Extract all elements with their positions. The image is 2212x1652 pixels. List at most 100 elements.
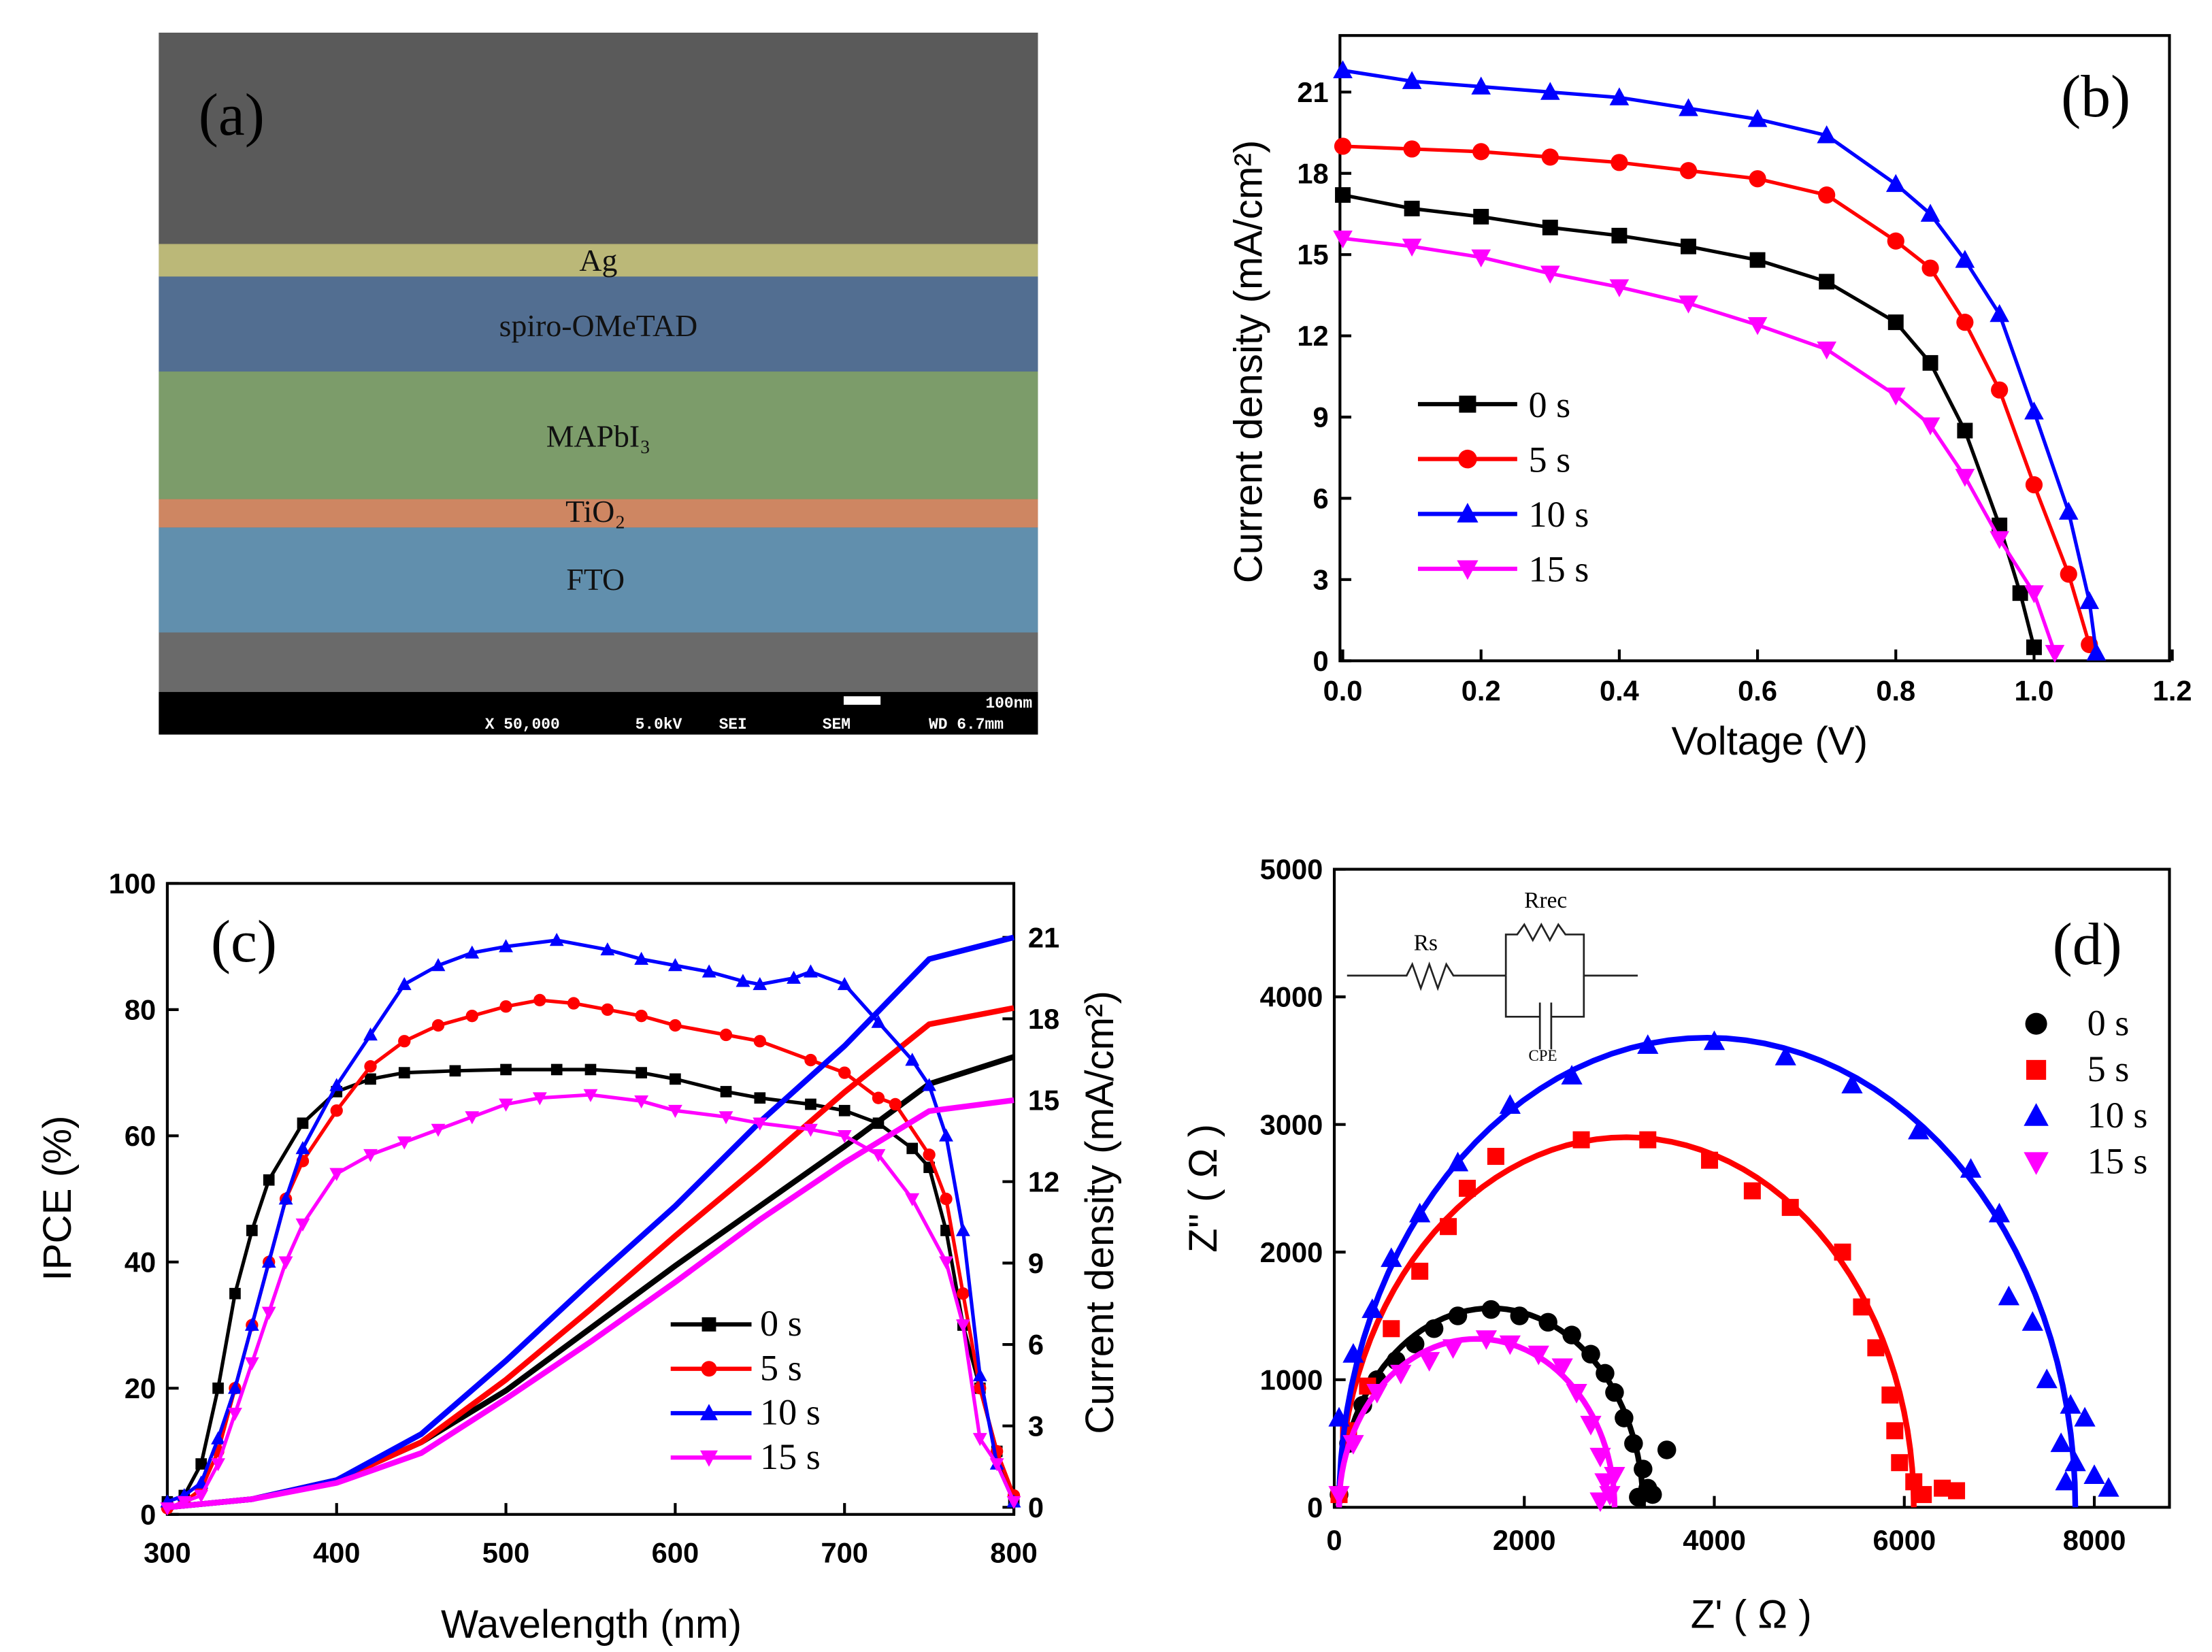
layer-label-tio2: TiO₂ <box>565 494 625 529</box>
plot-frame <box>1332 868 2171 1509</box>
jv-point-circle-marker <box>1403 140 1421 158</box>
nyquist-point-square-marker <box>1853 1298 1870 1316</box>
ipce-curve-3 <box>166 1093 1016 1510</box>
layer-label-fto: FTO <box>566 562 625 597</box>
nyquist-fit-curve-2 <box>1336 1034 2079 1508</box>
nyquist-point-triangle-up-marker <box>2083 1464 2105 1484</box>
jv-point-triangle-up-marker <box>2024 401 2044 420</box>
ipce-point-square-marker <box>805 1098 816 1110</box>
jv-point-square-marker <box>1887 314 1904 331</box>
nyquist-point-triangle-down-marker <box>1551 1358 1573 1378</box>
ipce-point-circle-marker <box>669 1019 682 1032</box>
nyquist-point-triangle-down-marker <box>1589 1492 1611 1513</box>
integrated-current-curve-3 <box>167 1097 1014 1510</box>
panel-b-jv-chart: 0.0 0.2 0.4 0.6 0.8 1.0 1.2 0 3 6 9 12 15 18 21 0 s 5 s 1… <box>1227 34 2192 763</box>
ipce-point-triangle-up-marker <box>600 942 615 956</box>
nyquist-point-circle-marker <box>1596 1364 1615 1383</box>
sem-magnification: X 50,000 <box>485 716 560 733</box>
ipce-point-circle-marker <box>957 1287 970 1300</box>
ipce-point-triangle-down-marker <box>499 1098 513 1112</box>
nyquist-point-triangle-up-marker <box>2074 1406 2096 1427</box>
sem-working-distance: WD 6.7mm <box>929 716 1004 733</box>
legend-label: 15 s <box>760 1436 821 1477</box>
nyquist-point-triangle-down-marker <box>1566 1384 1587 1404</box>
y-tick-label: 5000 <box>1260 853 1323 885</box>
ipce-point-circle-marker <box>804 1053 817 1067</box>
jv-point-triangle-down-marker <box>1679 295 1698 314</box>
jv-point-triangle-down-marker <box>1333 230 1353 249</box>
nyquist-point-triangle-down-marker <box>1442 1339 1464 1359</box>
jv-point-triangle-up-marker <box>1402 71 1422 89</box>
panel-d-label: (d) <box>2053 911 2122 977</box>
circuit-label-rrec: Rrec <box>1524 888 1567 913</box>
ipce-point-triangle-down-marker <box>634 1095 649 1109</box>
ipce-point-circle-marker <box>398 1035 411 1048</box>
ipce-point-triangle-down-marker <box>329 1168 344 1181</box>
nyquist-point-circle-marker <box>1405 1334 1425 1354</box>
jv-point-triangle-down-marker <box>1885 387 1906 406</box>
nyquist-point-triangle-down-marker <box>1390 1364 1412 1385</box>
ipce-point-square-marker <box>365 1073 376 1085</box>
nyquist-point-square-marker <box>1934 1479 1951 1497</box>
y-left-axis-title: IPCE (%) <box>35 1115 80 1281</box>
jv-curve-0 <box>1342 193 2036 648</box>
ipce-point-triangle-up-marker <box>972 1368 987 1382</box>
sem-mode: SEI <box>719 716 747 733</box>
ipce-point-triangle-down-marker <box>804 1123 818 1137</box>
y-tick-label: 3000 <box>1260 1108 1323 1140</box>
legend-label: 5 s <box>2087 1048 2130 1089</box>
circuit-label-rs: Rs <box>1414 930 1438 955</box>
jv-point-triangle-down-marker <box>1540 265 1560 284</box>
ipce-point-triangle-up-marker <box>804 964 818 978</box>
y-right-tick-label: 3 <box>1028 1410 1044 1442</box>
legend-triangle-down-marker <box>699 1450 719 1467</box>
jv-point-triangle-up-marker <box>1920 203 1941 222</box>
jv-point-square-marker <box>1922 354 1938 371</box>
resistor-rrec-symbol <box>1504 923 1638 977</box>
layer-mapbi3 <box>159 371 1038 499</box>
panel-c-ipce-chart: 300 400 500 600 700 800 0 20 40 60 80 100 0 3 6 9 12 15 18… <box>35 868 1122 1647</box>
jv-point-triangle-up-marker <box>1747 109 1768 127</box>
panel-a-sem-image: (a) Ag spiro-OMeTAD MAPbI₃ TiO₂ FTO 100n… <box>159 33 1038 735</box>
jv-point-circle-marker <box>1472 143 1490 161</box>
x-axis-title: Voltage (V) <box>1671 719 1868 763</box>
nyquist-point-circle-marker <box>1624 1434 1643 1453</box>
nyquist-point-square-marker <box>1440 1218 1457 1236</box>
jv-point-triangle-up-marker <box>1609 87 1630 105</box>
ipce-point-circle-marker <box>431 1019 445 1032</box>
jv-point-triangle-up-marker <box>1679 98 1698 116</box>
ipce-point-triangle-up-marker <box>295 1141 310 1155</box>
y-left-tick-label: 20 <box>125 1372 156 1404</box>
jv-point-triangle-up-marker <box>1955 250 1975 268</box>
resistor-rs-symbol <box>1347 961 1506 991</box>
x-tick-label: 0.0 <box>1323 675 1363 707</box>
nyquist-point-triangle-up-marker <box>1361 1298 1383 1319</box>
x-tick-label: 0 <box>1326 1524 1342 1556</box>
ipce-point-circle-marker <box>364 1060 377 1073</box>
y-right-tick-label: 21 <box>1028 921 1059 953</box>
jv-point-triangle-down-marker <box>1990 531 2009 549</box>
ipce-point-circle-marker <box>753 1035 766 1048</box>
x-tick-label: 500 <box>482 1537 530 1569</box>
legend-label: 15 s <box>2087 1141 2148 1182</box>
layer-label-spiro: spiro-OMeTAD <box>499 308 698 343</box>
nyquist-point-triangle-down-marker <box>1475 1330 1498 1351</box>
integrated-current-curve-2 <box>167 934 1015 1510</box>
ipce-point-triangle-up-marker <box>922 1078 937 1091</box>
jv-point-circle-marker <box>1956 314 1974 331</box>
jv-point-triangle-up-marker <box>2079 591 2100 610</box>
ipce-point-circle-marker <box>940 1192 953 1206</box>
x-tick-label: 0.2 <box>1462 675 1501 707</box>
ipce-point-triangle-down-marker <box>972 1433 987 1447</box>
nyquist-point-triangle-up-marker <box>1561 1065 1583 1085</box>
legend-square-marker <box>701 1317 716 1332</box>
nyquist-point-square-marker <box>1743 1182 1761 1200</box>
jv-point-circle-marker <box>1887 232 1904 250</box>
jv-point-circle-marker <box>1749 170 1766 188</box>
nyquist-point-triangle-down-marker <box>1419 1352 1440 1372</box>
jv-curve-2 <box>1342 68 2098 653</box>
legend-circle-marker <box>701 1361 717 1377</box>
ipce-point-square-marker <box>500 1063 512 1076</box>
ipce-point-circle-marker <box>601 1003 614 1017</box>
legend-triangle-down-marker <box>1457 560 1479 580</box>
